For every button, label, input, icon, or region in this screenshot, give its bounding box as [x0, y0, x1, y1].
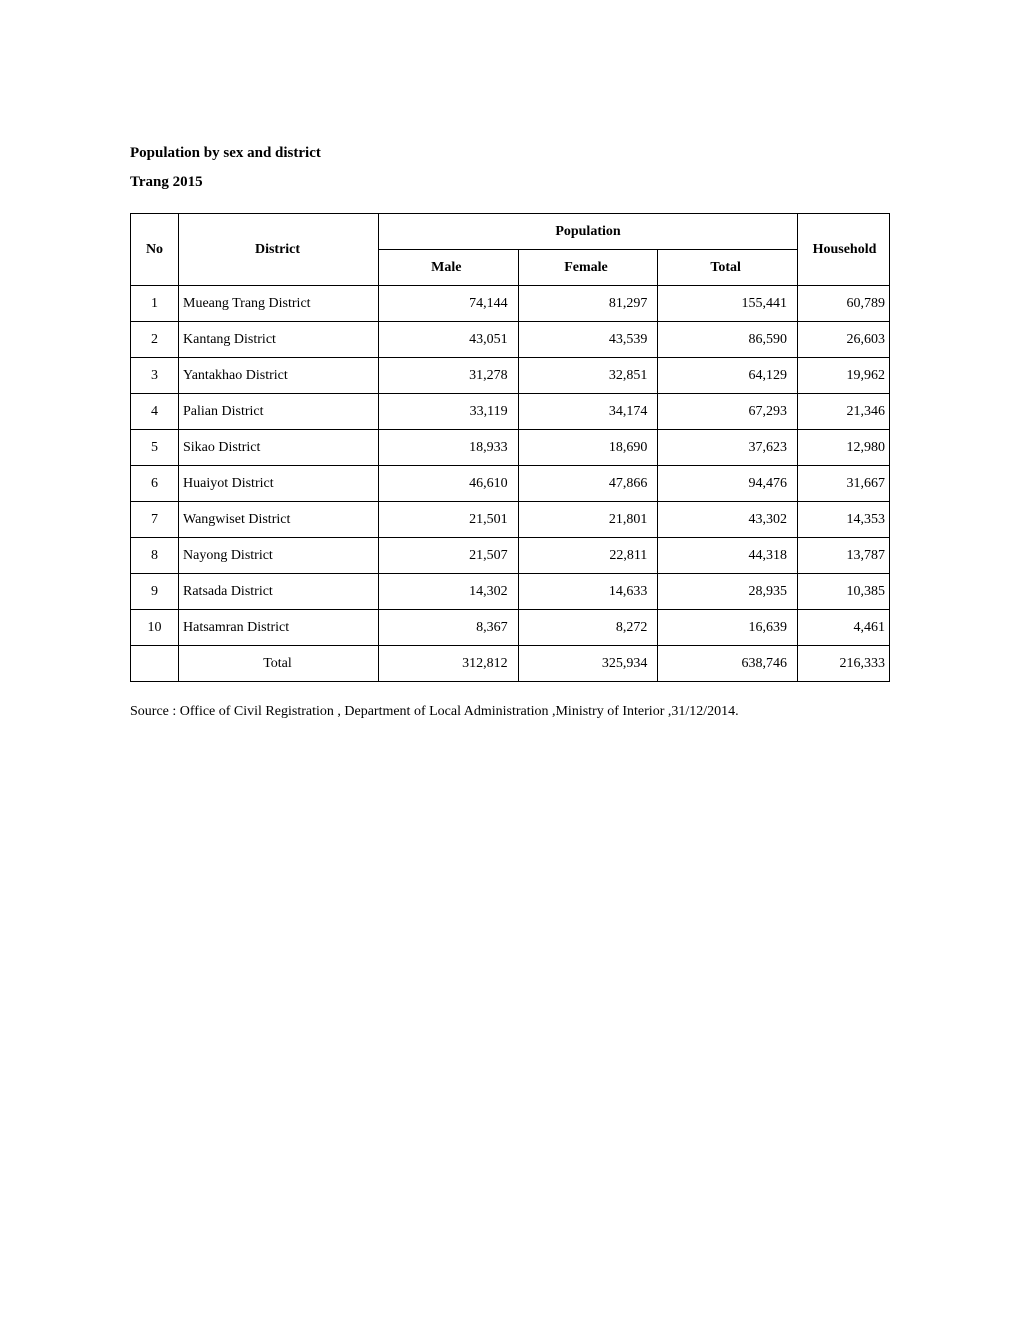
cell-male: 21,501	[379, 502, 519, 538]
cell-total: 94,476	[658, 466, 798, 502]
cell-household: 19,962	[798, 358, 890, 394]
cell-district: Nayong District	[179, 538, 379, 574]
cell-no: 10	[131, 610, 179, 646]
cell-district: Sikao District	[179, 430, 379, 466]
header-male: Male	[379, 250, 519, 286]
cell-male: 33,119	[379, 394, 519, 430]
cell-no: 5	[131, 430, 179, 466]
cell-no: 1	[131, 286, 179, 322]
table-row: 6Huaiyot District46,61047,86694,47631,66…	[131, 466, 890, 502]
document-subtitle: Trang 2015	[130, 174, 890, 191]
table-row: 5Sikao District18,93318,69037,62312,980	[131, 430, 890, 466]
table-row: 4Palian District33,11934,17467,29321,346	[131, 394, 890, 430]
cell-household: 10,385	[798, 574, 890, 610]
cell-female: 34,174	[518, 394, 658, 430]
cell-district: Huaiyot District	[179, 466, 379, 502]
cell-male: 31,278	[379, 358, 519, 394]
cell-female: 14,633	[518, 574, 658, 610]
cell-household: 13,787	[798, 538, 890, 574]
cell-male: 8,367	[379, 610, 519, 646]
header-total: Total	[658, 250, 798, 286]
cell-no: 6	[131, 466, 179, 502]
cell-total-female: 325,934	[518, 646, 658, 682]
cell-district: Hatsamran District	[179, 610, 379, 646]
cell-district: Kantang District	[179, 322, 379, 358]
cell-household: 26,603	[798, 322, 890, 358]
cell-female: 22,811	[518, 538, 658, 574]
cell-male: 14,302	[379, 574, 519, 610]
cell-total-total: 638,746	[658, 646, 798, 682]
cell-total: 43,302	[658, 502, 798, 538]
cell-male: 21,507	[379, 538, 519, 574]
table-row: 8Nayong District21,50722,81144,31813,787	[131, 538, 890, 574]
cell-female: 47,866	[518, 466, 658, 502]
cell-total-label: Total	[179, 646, 379, 682]
header-population-group: Population	[379, 214, 798, 250]
cell-male: 18,933	[379, 430, 519, 466]
cell-male: 43,051	[379, 322, 519, 358]
cell-female: 8,272	[518, 610, 658, 646]
document-title: Population by sex and district	[130, 145, 890, 162]
table-row: 10Hatsamran District8,3678,27216,6394,46…	[131, 610, 890, 646]
table-row: 1Mueang Trang District74,14481,297155,44…	[131, 286, 890, 322]
table-row: 3Yantakhao District31,27832,85164,12919,…	[131, 358, 890, 394]
cell-household: 31,667	[798, 466, 890, 502]
cell-household: 4,461	[798, 610, 890, 646]
cell-total: 155,441	[658, 286, 798, 322]
cell-total: 28,935	[658, 574, 798, 610]
table-row: 2Kantang District43,05143,53986,59026,60…	[131, 322, 890, 358]
cell-no: 3	[131, 358, 179, 394]
table-row: 7Wangwiset District21,50121,80143,30214,…	[131, 502, 890, 538]
cell-district: Wangwiset District	[179, 502, 379, 538]
cell-no: 9	[131, 574, 179, 610]
source-text: Source : Office of Civil Registration , …	[130, 704, 890, 720]
header-district: District	[179, 214, 379, 286]
cell-district: Mueang Trang District	[179, 286, 379, 322]
cell-female: 21,801	[518, 502, 658, 538]
cell-female: 81,297	[518, 286, 658, 322]
header-no: No	[131, 214, 179, 286]
cell-total: 37,623	[658, 430, 798, 466]
cell-district: Palian District	[179, 394, 379, 430]
cell-male: 74,144	[379, 286, 519, 322]
cell-female: 43,539	[518, 322, 658, 358]
cell-total-household: 216,333	[798, 646, 890, 682]
cell-household: 12,980	[798, 430, 890, 466]
cell-male: 46,610	[379, 466, 519, 502]
cell-no: 2	[131, 322, 179, 358]
cell-household: 60,789	[798, 286, 890, 322]
population-table: No District Population Household Male Fe…	[130, 213, 890, 682]
cell-no-empty	[131, 646, 179, 682]
cell-total: 86,590	[658, 322, 798, 358]
cell-total-male: 312,812	[379, 646, 519, 682]
cell-total: 44,318	[658, 538, 798, 574]
cell-total: 67,293	[658, 394, 798, 430]
cell-female: 32,851	[518, 358, 658, 394]
cell-no: 8	[131, 538, 179, 574]
cell-household: 21,346	[798, 394, 890, 430]
header-female: Female	[518, 250, 658, 286]
table-total-row: Total312,812325,934638,746216,333	[131, 646, 890, 682]
header-household: Household	[798, 214, 890, 286]
cell-district: Yantakhao District	[179, 358, 379, 394]
cell-total: 64,129	[658, 358, 798, 394]
cell-no: 4	[131, 394, 179, 430]
cell-female: 18,690	[518, 430, 658, 466]
cell-total: 16,639	[658, 610, 798, 646]
cell-household: 14,353	[798, 502, 890, 538]
cell-no: 7	[131, 502, 179, 538]
table-row: 9Ratsada District14,30214,63328,93510,38…	[131, 574, 890, 610]
cell-district: Ratsada District	[179, 574, 379, 610]
